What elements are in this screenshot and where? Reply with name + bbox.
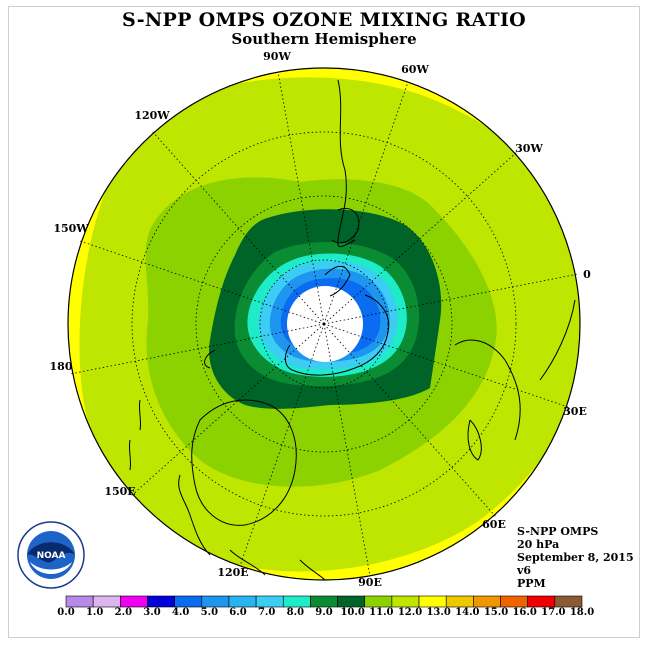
noaa-logo-icon: NOAA [17, 521, 85, 589]
info-pressure: 20 hPa [517, 538, 560, 551]
legend-tick-label: 14.0 [455, 607, 480, 618]
lon-label-150w: 150W [53, 222, 89, 235]
legend-tick-label: 10.0 [340, 607, 365, 618]
lon-label-60w: 60W [401, 63, 429, 76]
info-date: September 8, 2015 [517, 551, 634, 564]
legend-swatch [147, 595, 175, 608]
legend-swatch [282, 595, 311, 608]
lon-label-120w: 120W [134, 109, 170, 122]
legend-swatch [201, 595, 230, 608]
legend-swatch [228, 595, 257, 608]
legend-swatch [500, 595, 528, 608]
lon-label-120e: 120E [217, 566, 248, 579]
lon-label-180: 180 [50, 360, 73, 373]
info-units: PPM [517, 577, 546, 590]
legend-tick-label: 0.0 [57, 607, 75, 618]
ozone-field [68, 68, 580, 580]
legend-tick-label: 8.0 [286, 607, 305, 618]
legend-tick-label: 18.0 [569, 607, 595, 618]
legend-tick-label: 11.0 [369, 607, 394, 618]
legend-swatch [391, 595, 420, 608]
map-title: S-NPP OMPS OZONE MIXING RATIO [121, 9, 527, 31]
legend-tick-label: 2.0 [114, 607, 133, 618]
legend-tick-label: 16.0 [512, 607, 537, 618]
info-instrument: S-NPP OMPS [517, 525, 599, 538]
lon-label-60e: 60E [482, 518, 506, 531]
legend-tick-label: 6.0 [229, 607, 247, 618]
legend-swatch [174, 595, 203, 608]
info-version: v6 [517, 564, 532, 577]
map-boundary [67, 67, 581, 581]
legend-labels: 0.0 1.0 2.0 3.0 4.0 5.0 6.0 7.0 8.0 9.0 10.0 11.0 12… [0, 607, 648, 621]
map-frame [8, 6, 640, 638]
legend-swatch [527, 595, 556, 608]
legend-tick-label: 12.0 [397, 607, 423, 618]
legend-swatch [92, 595, 121, 608]
legend-swatch [310, 595, 338, 608]
legend-swatch [445, 595, 474, 608]
legend-tick-label: 4.0 [171, 607, 190, 618]
south-pole-marker [322, 322, 326, 326]
graticule [69, 71, 579, 577]
lon-label-0: 0 [583, 268, 591, 281]
legend-swatch [418, 595, 447, 608]
legend-swatch [473, 595, 501, 608]
longitude-labels: 90W 60W 30W 0 30E 60E 90E 120E 150E 180 … [50, 50, 592, 589]
legend-colorbar [65, 595, 583, 608]
legend-tick-label: 15.0 [483, 607, 509, 618]
legend-tick-label: 7.0 [257, 607, 276, 618]
lon-label-90w: 90W [263, 50, 291, 63]
map-subtitle: Southern Hemisphere [231, 30, 417, 48]
legend-swatch [65, 595, 94, 608]
legend-tick-label: 1.0 [85, 607, 104, 618]
lon-label-30e: 30E [563, 405, 587, 418]
lon-label-30w: 30W [515, 142, 543, 155]
lon-label-150e: 150E [104, 485, 135, 498]
legend-tick-label: 13.0 [426, 607, 451, 618]
lon-label-90e: 90E [358, 576, 382, 589]
svg-text:NOAA: NOAA [37, 551, 66, 561]
legend-tick-label: 17.0 [541, 607, 566, 618]
legend-tick-label: 5.0 [200, 607, 219, 618]
legend-swatch [337, 595, 366, 608]
legend-swatch [554, 595, 583, 608]
legend-tick-label: 9.0 [315, 607, 333, 618]
legend-swatch [364, 595, 393, 608]
legend-tick-label: 3.0 [143, 607, 161, 618]
legend-swatch [255, 595, 284, 608]
coastlines [128, 79, 576, 581]
legend-swatch [120, 595, 148, 608]
